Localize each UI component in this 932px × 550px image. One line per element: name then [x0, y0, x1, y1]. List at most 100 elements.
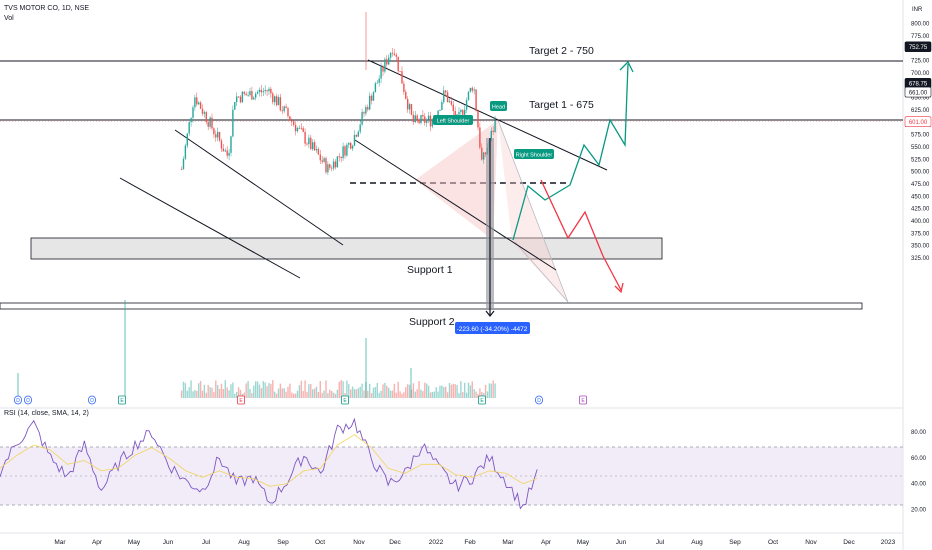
- currency-label: INR: [912, 7, 923, 13]
- candle-body: [424, 116, 426, 123]
- event-marker-label: E: [239, 398, 243, 404]
- candle-body: [397, 56, 399, 72]
- candle-body: [310, 137, 312, 150]
- event-marker[interactable]: [341, 395, 349, 405]
- price-axis[interactable]: 325.00 350.00 375.00 400.00 425.00 450.00 475.…: [0, 21, 932, 262]
- candle-body: [272, 93, 274, 103]
- event-marker-label: D: [537, 398, 541, 404]
- candle-body: [325, 158, 327, 173]
- support2-zone[interactable]: [0, 302, 863, 310]
- volume-bar: [196, 390, 198, 398]
- candle-body: [403, 83, 405, 92]
- candle-body: [446, 92, 449, 103]
- candle-body: [395, 54, 397, 57]
- candle-body: [465, 100, 468, 110]
- volume-label: Vol: [4, 15, 14, 22]
- measure-tool[interactable]: -223.60 (-34.20%) -4472: [455, 138, 530, 334]
- volume-bar: [228, 390, 230, 398]
- volume-bar: [401, 393, 403, 398]
- event-marker[interactable]: [237, 395, 245, 405]
- candle-body: [444, 90, 447, 93]
- candle-body: [302, 128, 304, 132]
- volume-bar: [405, 387, 407, 398]
- candle-body: [359, 124, 361, 132]
- support1-zone[interactable]: [30, 237, 663, 260]
- bearish-projection[interactable]: [540, 179, 622, 291]
- volume-bar: [289, 383, 291, 398]
- volume-bar: [194, 390, 196, 398]
- event-marker[interactable]: [118, 395, 126, 405]
- rsi-axis[interactable]: 20.00 40.00 60.00 80.00: [911, 430, 927, 514]
- volume-bar: [378, 392, 380, 398]
- candle-body: [484, 152, 487, 155]
- event-marker[interactable]: [14, 395, 22, 405]
- bullish-projection[interactable]: [512, 63, 629, 241]
- candle-body: [289, 116, 291, 121]
- candle-body: [224, 150, 226, 152]
- volume-bar: [205, 392, 207, 398]
- candle-body: [490, 130, 492, 141]
- candle-body: [393, 53, 396, 55]
- candle-body: [365, 106, 367, 114]
- candle-body: [321, 160, 323, 162]
- candle-body: [425, 119, 428, 123]
- volume-bar: [427, 385, 430, 398]
- event-marker[interactable]: [24, 395, 32, 405]
- volume-bar: [397, 381, 399, 398]
- volume-bar: [357, 388, 359, 398]
- time-tick-label: May: [128, 539, 141, 546]
- rsi-tick-label: 60.00: [911, 456, 927, 462]
- candle-body: [443, 90, 445, 103]
- volume-bar: [332, 392, 335, 398]
- candle-body: [313, 142, 316, 151]
- time-axis[interactable]: Mar Apr May Jun Jul Aug Sep Oct Nov Dec 2022 Feb Mar…: [54, 539, 895, 546]
- price-candles[interactable]: [180, 12, 496, 175]
- candle-body: [479, 127, 481, 148]
- candle-body: [291, 120, 293, 122]
- volume-bar: [458, 393, 460, 398]
- volume-bar: [222, 388, 225, 398]
- candle-body: [367, 106, 369, 110]
- candle-body: [368, 95, 371, 110]
- event-marker[interactable]: [535, 395, 543, 405]
- volume-bar: [462, 392, 464, 398]
- volume-bar: [346, 380, 348, 398]
- volume-bar: [338, 381, 340, 398]
- volume-bar: [273, 391, 276, 398]
- candle-body: [279, 97, 282, 111]
- trend-channel-lines[interactable]: [119, 59, 608, 279]
- volume-bar: [329, 389, 331, 398]
- candle-body: [401, 71, 403, 84]
- volume-bar: [429, 392, 432, 398]
- left-shoulder-tag[interactable]: Left Shoulder: [433, 115, 473, 125]
- volume-bar: [367, 390, 369, 398]
- candle-body: [203, 112, 206, 114]
- volume-bar: [482, 393, 485, 398]
- volume-bar: [224, 380, 226, 398]
- candle-body: [330, 167, 333, 169]
- event-marker[interactable]: [579, 395, 587, 405]
- candle-body: [429, 115, 432, 127]
- candle-body: [264, 90, 266, 92]
- candle-body: [460, 110, 462, 113]
- candle-body: [387, 57, 390, 65]
- candle-body: [298, 127, 301, 129]
- event-marker[interactable]: [88, 395, 96, 405]
- volume-bar: [264, 382, 266, 398]
- candle-body: [450, 101, 453, 105]
- volume-bar: [393, 383, 396, 398]
- event-marker[interactable]: [478, 395, 486, 405]
- volume-bar: [340, 380, 342, 398]
- volume-bar: [460, 381, 462, 398]
- volume-bar: [327, 393, 329, 398]
- volume-bar: [201, 390, 204, 398]
- candle-body: [336, 156, 339, 168]
- candle-body: [357, 131, 359, 137]
- candle-body: [256, 92, 259, 94]
- volume-bar: [199, 381, 202, 398]
- head-tag[interactable]: Head: [490, 101, 507, 111]
- right-shoulder-tag[interactable]: Right Shoulder: [514, 149, 554, 159]
- candle-body: [412, 114, 415, 123]
